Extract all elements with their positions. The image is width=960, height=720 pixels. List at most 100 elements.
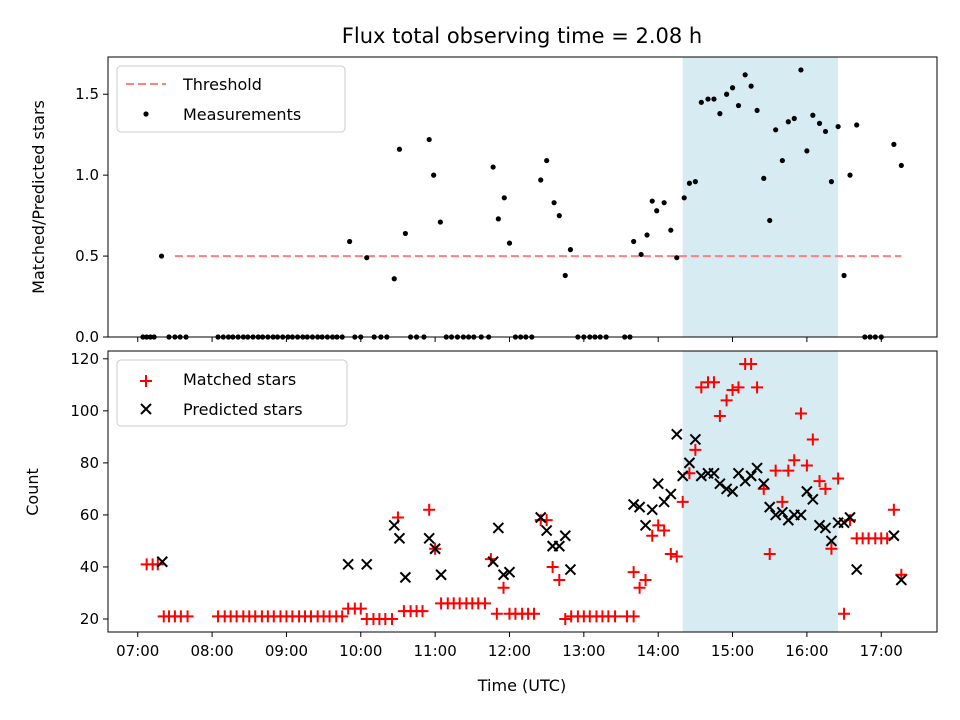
measurement-point [638, 251, 644, 258]
predicted-star-point [156, 556, 168, 568]
matched-star-point [386, 612, 399, 625]
measurement-point [729, 85, 736, 91]
y-tick-label: 0.5 [75, 247, 99, 265]
predicted-star-point [393, 532, 406, 545]
bottom-y-ticks: 20 40 60 80 100 120 [70, 350, 108, 628]
predicted-star-point [342, 558, 354, 571]
predicted-star-point [751, 462, 763, 474]
predicted-star-point [639, 519, 652, 532]
bottom-axes-frame [107, 350, 938, 633]
predicted-star-point [801, 485, 813, 498]
measurement-point [841, 272, 847, 279]
predicted-star-point [497, 569, 510, 581]
measurement-point [654, 208, 660, 214]
predicted-star-point [564, 563, 577, 576]
measurement-point [785, 119, 791, 125]
y-tick-label: 120 [70, 350, 99, 368]
predicted-star-point [769, 509, 782, 521]
matched-star-point [664, 547, 677, 560]
matched-star-point [478, 597, 491, 610]
measurement-point [668, 227, 674, 233]
matched-star-point [838, 607, 851, 620]
matched-star-point [732, 381, 745, 394]
predicted-star-point [895, 574, 908, 586]
predicted-star-point [435, 569, 447, 581]
matched-star-point [751, 381, 764, 394]
predicted-star-point [745, 470, 757, 482]
measurement-point [426, 136, 432, 143]
measurement-point [437, 219, 443, 225]
matched-star-point [788, 454, 801, 467]
top-highlight-span [682, 57, 839, 337]
x-tick-label: 08:00 [190, 642, 233, 660]
measurement-point [717, 111, 723, 117]
measurement-point [791, 115, 797, 122]
matched-star-point [782, 464, 795, 477]
predicted-star-point [813, 519, 826, 532]
matched-star-point [559, 612, 572, 625]
matched-star-point [763, 547, 776, 560]
matched-star-point [689, 443, 702, 456]
y-tick-label: 100 [70, 402, 99, 420]
matched-star-point [423, 503, 436, 516]
measurement-point [649, 198, 655, 204]
y-tick-label: 0.0 [75, 328, 99, 346]
measurement-point [835, 123, 841, 130]
legend-predicted-label: Predicted stars [183, 400, 303, 419]
predicted-star-point [758, 477, 770, 490]
measurement-point [767, 217, 773, 224]
matched-star-point [646, 529, 659, 542]
measurement-point [754, 107, 760, 114]
chart-title: Flux total observing time = 2.08 h [342, 24, 702, 48]
x-tick-label: 07:00 [116, 642, 159, 660]
measurement-point [891, 141, 897, 147]
legend-measurement-swatch [143, 111, 149, 117]
predicted-star-point [429, 543, 441, 555]
y-tick-label: 1.0 [75, 166, 99, 184]
measurement-point [898, 162, 904, 169]
matched-star-point [151, 558, 164, 571]
measurement-point [686, 180, 693, 186]
matched-star-point [553, 573, 566, 586]
predicted-star-point [720, 483, 733, 495]
predicted-star-point [535, 511, 547, 524]
measurement-point [674, 255, 680, 261]
matched-star-point [720, 394, 733, 407]
predicted-star-point [850, 563, 863, 576]
predicted-star-point [399, 571, 412, 584]
legend-measurements-label: Measurements [183, 105, 301, 124]
predicted-star-point [844, 511, 856, 524]
matched-star-point [336, 610, 349, 623]
matched-star-point [887, 503, 900, 516]
top-y-axis-label: Matched/Predicted stars [29, 100, 48, 294]
measurement-point [816, 120, 823, 126]
matched-star-point [627, 566, 640, 579]
measurement-point [567, 247, 574, 253]
x-tick-label: 17:00 [860, 642, 903, 660]
x-tick-label: 14:00 [637, 642, 680, 660]
measurement-point [692, 179, 698, 185]
top-axes-frame [107, 56, 938, 338]
measurement-point [364, 255, 370, 261]
matched-star-point [813, 475, 826, 488]
bottom-highlight-span [682, 351, 839, 632]
matched-star-point [825, 542, 838, 555]
predicted-star-point [633, 501, 646, 513]
predicted-star-point [361, 558, 373, 571]
measurement-point [723, 91, 730, 97]
matched-star-point [658, 524, 671, 537]
matched-star-point [490, 607, 503, 620]
matched-star-point [546, 560, 559, 573]
legend-threshold-label: Threshold [182, 75, 262, 94]
measurement-point [661, 200, 667, 206]
measurement-point [735, 102, 742, 109]
predicted-star-point [559, 530, 571, 542]
y-tick-label: 1.5 [75, 85, 99, 103]
matched-star-point [806, 433, 819, 446]
legend-predicted-swatch [140, 403, 152, 415]
measurement-point [748, 83, 754, 89]
matched-star-point [627, 610, 640, 623]
top-y-ticks: 0.0 0.5 1.0 1.5 [75, 85, 108, 346]
measurement-point [490, 164, 496, 170]
